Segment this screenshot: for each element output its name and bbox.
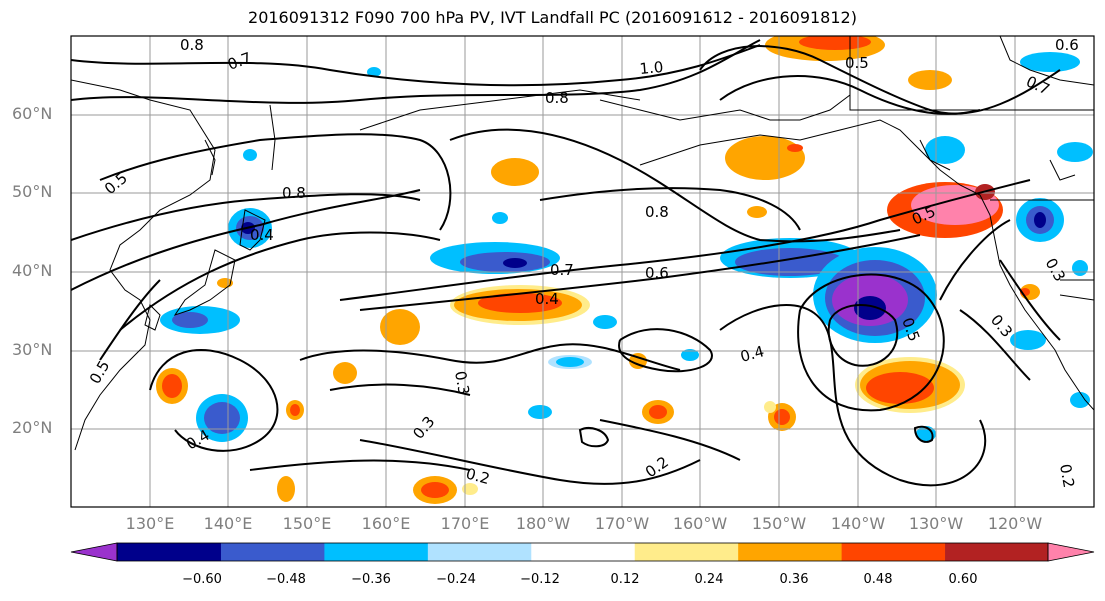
contour-label: 0.4 bbox=[250, 226, 274, 244]
lon-label: 130°E bbox=[125, 514, 175, 533]
contour-label: 0.5 bbox=[845, 54, 869, 72]
lon-label: 140°E bbox=[203, 514, 253, 533]
lon-label: 160°E bbox=[361, 514, 411, 533]
lat-label: 30°N bbox=[12, 340, 53, 359]
lon-label: 160°W bbox=[672, 514, 728, 533]
colorbar-segment bbox=[841, 543, 946, 561]
colorbar-tick-label: 0.12 bbox=[610, 572, 640, 587]
lon-label: 170°E bbox=[440, 514, 490, 533]
colorbar-segment bbox=[530, 543, 635, 561]
colorbar-segment bbox=[220, 543, 325, 561]
colorbar-outline bbox=[116, 542, 1049, 562]
lon-label: 180°W bbox=[515, 514, 571, 533]
contour-label: 0.3 bbox=[451, 370, 473, 397]
lon-label: 120°W bbox=[987, 514, 1043, 533]
lon-label: 130°W bbox=[908, 514, 964, 533]
lon-label: 150°W bbox=[751, 514, 807, 533]
lon-label: 140°W bbox=[830, 514, 886, 533]
contour-label: 0.2 bbox=[1056, 463, 1078, 490]
contour-label: 0.6 bbox=[1055, 36, 1079, 54]
colorbar-segment bbox=[427, 543, 532, 561]
colorbar-tick-label: 0.36 bbox=[779, 572, 809, 587]
lat-label: 60°N bbox=[12, 104, 53, 123]
colorbar-tick-label: −0.24 bbox=[436, 572, 476, 587]
lat-label: 40°N bbox=[12, 261, 53, 280]
contour-label: 0.8 bbox=[282, 184, 306, 202]
colorbar-tick-label: −0.48 bbox=[266, 572, 306, 587]
colorbar-tick-label: 0.24 bbox=[694, 572, 724, 587]
map-title: 2016091312 F090 700 hPa PV, IVT Landfall… bbox=[248, 8, 857, 27]
pv-contours bbox=[71, 39, 1061, 487]
lon-label: 170°W bbox=[594, 514, 650, 533]
colorbar-segment bbox=[737, 543, 842, 561]
colorbar-segment bbox=[634, 543, 739, 561]
contour-label: 0.4 bbox=[535, 290, 559, 308]
colorbar-segment bbox=[944, 543, 1049, 561]
contour-label: 0.8 bbox=[180, 36, 204, 54]
contour-label: 0.4 bbox=[738, 342, 766, 366]
colorbar-segment bbox=[323, 543, 428, 561]
colorbar-tick-label: 0.48 bbox=[863, 572, 893, 587]
colorbar-extend-low bbox=[70, 542, 118, 562]
colorbar-tick-label: −0.12 bbox=[520, 572, 560, 587]
colorbar-extend-high bbox=[1047, 542, 1095, 562]
colorbar bbox=[70, 542, 1095, 562]
contour-label: 1.0 bbox=[639, 58, 664, 78]
colorbar-tick-label: −0.36 bbox=[351, 572, 391, 587]
contour-label: 0.7 bbox=[550, 261, 574, 279]
contour-label: 0.6 bbox=[645, 264, 669, 282]
lat-label: 20°N bbox=[12, 418, 53, 437]
shaded-anomalies bbox=[156, 36, 1093, 504]
lat-label: 50°N bbox=[12, 182, 53, 201]
map-border bbox=[70, 35, 1095, 508]
lon-label: 150°E bbox=[282, 514, 332, 533]
colorbar-tick-label: 0.60 bbox=[948, 572, 978, 587]
contour-label: 0.8 bbox=[645, 203, 669, 221]
colorbar-segment bbox=[117, 543, 221, 561]
colorbar-tick-label: −0.60 bbox=[182, 572, 222, 587]
contour-label: 0.8 bbox=[545, 89, 569, 107]
contour-label: 0.2 bbox=[464, 464, 492, 488]
